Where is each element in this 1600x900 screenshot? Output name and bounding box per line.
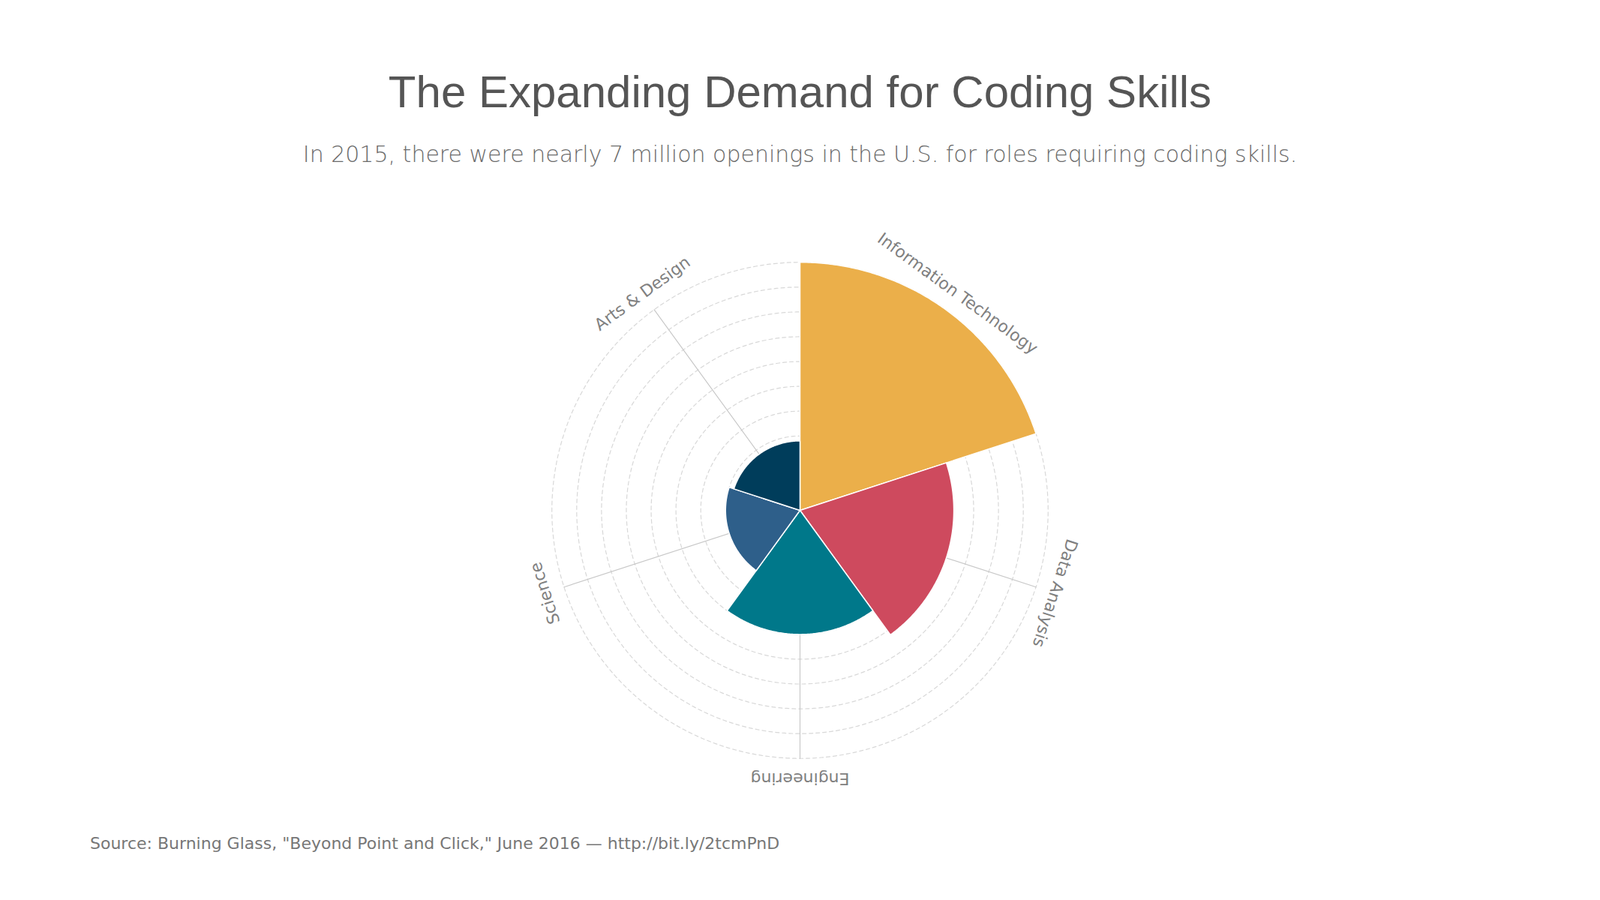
html-text:Source: Burning Glass, "Beyond: Source: Burning Glass, "Beyond Point and…: [90, 834, 780, 853]
html-text:The Expanding Demand for Codin: The Expanding Demand for Coding Skills: [388, 66, 1212, 118]
html-text:In 2015, there were nearly 7 m: In 2015, there were nearly 7 million ope…: [302, 141, 1298, 168]
svg-text:Engineering: Engineering: [750, 769, 850, 789]
svg-text:Arts & Design: Arts & Design: [591, 252, 694, 335]
svg-text:Science: Science: [525, 560, 564, 628]
svg-text:Data Analysis: Data Analysis: [1029, 537, 1082, 651]
svg-text:Information Technology: Information Technology: [873, 228, 1042, 358]
